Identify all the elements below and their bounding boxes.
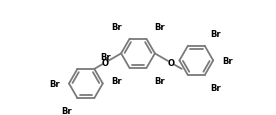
Text: Br: Br (154, 23, 164, 32)
Text: Br: Br (112, 76, 122, 85)
Text: O: O (167, 59, 174, 68)
Text: Br: Br (61, 106, 72, 115)
Text: Br: Br (154, 76, 164, 85)
Text: Br: Br (100, 53, 111, 62)
Text: Br: Br (49, 79, 60, 88)
Text: Br: Br (112, 23, 122, 32)
Text: O: O (102, 59, 109, 68)
Text: Br: Br (222, 56, 233, 65)
Text: Br: Br (210, 30, 221, 39)
Text: Br: Br (210, 83, 221, 92)
